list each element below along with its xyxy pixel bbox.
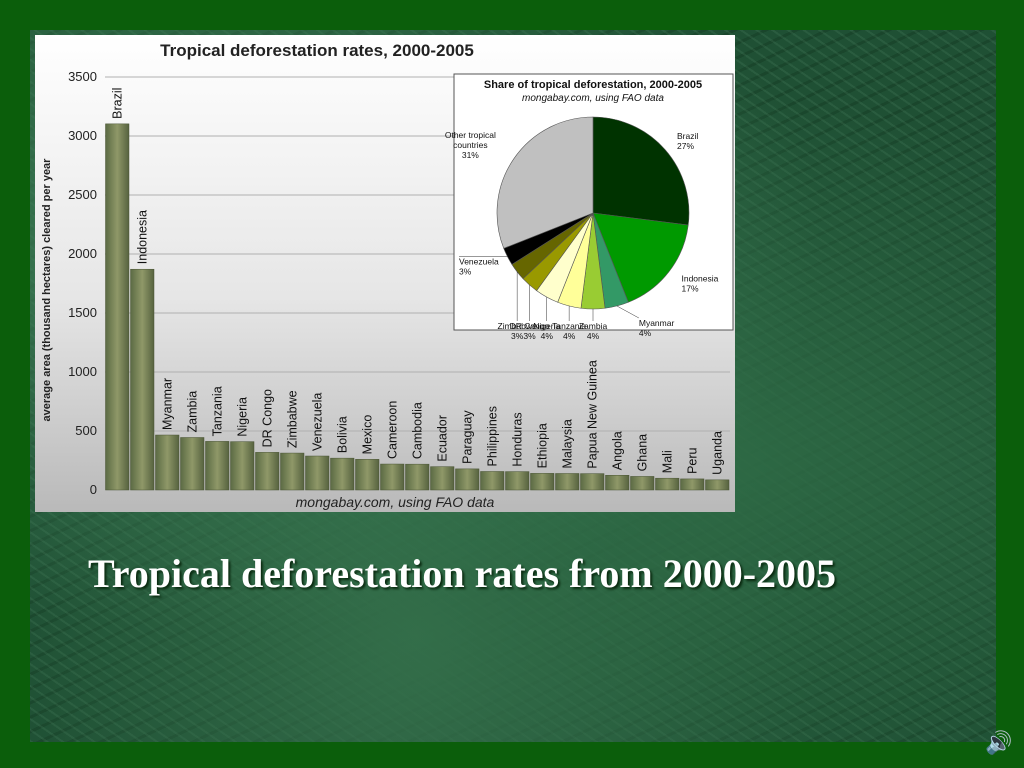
bar (480, 471, 505, 491)
pie-slice-value: 3% (523, 331, 536, 341)
bar (605, 475, 630, 491)
bar-label: Indonesia (136, 210, 150, 264)
pie-slice-label: Zambia (579, 321, 608, 331)
bar-chart-title: Tropical deforestation rates, 2000-2005 (160, 41, 474, 60)
bar-label: Honduras (511, 412, 525, 466)
y-tick-label: 500 (75, 423, 97, 438)
pie-slice-value: 4% (541, 331, 554, 341)
bar (230, 441, 255, 491)
bar-label: Brazil (111, 88, 125, 119)
bar (305, 455, 330, 491)
bar (205, 441, 230, 491)
bar-label: Cambodia (411, 402, 425, 459)
pie-slice-label: Nigeria (533, 321, 560, 331)
bar (705, 479, 730, 491)
pie-slice-value: 4% (563, 331, 576, 341)
pie-slice-label: Indonesia (681, 274, 718, 284)
pie-slice-value: 3% (459, 267, 472, 277)
pie-slice-label: Other tropical (445, 130, 496, 140)
pie-slice-value: 17% (681, 284, 698, 294)
bar (155, 434, 180, 491)
slide-caption: Tropical deforestation rates from 2000-2… (88, 551, 837, 596)
bar (130, 268, 155, 491)
bar-label: Paraguay (461, 410, 475, 464)
pie-slice (592, 116, 690, 226)
pie-slice-label: Tanzania (552, 321, 586, 331)
bar (330, 457, 355, 491)
bar (430, 466, 455, 491)
pie-slice-label: Venezuela (459, 257, 499, 267)
bar (455, 468, 480, 491)
pie-inset: Share of tropical deforestation, 2000-20… (445, 73, 734, 341)
pie-slice (592, 212, 689, 303)
bar-label: Peru (686, 447, 700, 473)
bar-label: Ecuador (436, 415, 450, 462)
y-tick-label: 3000 (68, 128, 97, 143)
pie-slice-value: 31% (462, 150, 479, 160)
bar (580, 473, 605, 491)
y-tick-label: 1500 (68, 305, 97, 320)
bar (380, 463, 405, 491)
bar (555, 473, 580, 491)
bar-label: Zambia (186, 391, 200, 433)
bar-chart-source: mongabay.com, using FAO data (296, 494, 495, 510)
bar-label: Ethiopia (536, 423, 550, 468)
bar-label: Ghana (636, 434, 650, 472)
bar-label: Tanzania (211, 386, 225, 436)
bar-label: DR Congo (261, 389, 275, 447)
pie-title: Share of tropical deforestation, 2000-20… (484, 79, 702, 91)
bar-label: Zimbabwe (286, 390, 300, 448)
bar (630, 476, 655, 491)
y-tick-label: 3500 (68, 69, 97, 84)
bar-label: Nigeria (236, 397, 250, 437)
pie-slice-value: 4% (587, 331, 600, 341)
pie-slice-label: Zimbabwe (498, 321, 537, 331)
pie-slice-labels: Brazil27%Indonesia17%Myanmar4%Zambia4%Ta… (445, 130, 719, 341)
pie-slice-label: Myanmar (639, 318, 675, 328)
bar-label: Myanmar (161, 378, 175, 430)
y-axis-ticks: 0 500 1000 1500 2000 2500 3000 3500 (68, 69, 97, 497)
pie-slice-label: countries (453, 140, 488, 150)
pie-slice-label: Brazil (677, 131, 698, 141)
bar (180, 437, 205, 491)
speaker-icon[interactable]: 🔊 (985, 730, 1013, 755)
y-tick-label: 0 (90, 482, 97, 497)
bar-label: Angola (611, 431, 625, 470)
bar (530, 473, 555, 491)
bar-label: Mexico (361, 415, 375, 455)
bar (655, 477, 680, 491)
bar-label: Uganda (711, 431, 725, 475)
pie-slices (496, 116, 690, 310)
pie-slice-value: 4% (639, 328, 652, 338)
y-tick-label: 2500 (68, 187, 97, 202)
bar-label: Malaysia (561, 419, 575, 468)
bar-label: Papua New Guinea (586, 360, 600, 468)
bar (105, 123, 130, 491)
bar-label: Philippines (486, 406, 500, 466)
pie-subtitle: mongabay.com, using FAO data (522, 93, 664, 104)
y-tick-label: 2000 (68, 246, 97, 261)
bar-label: Cameroon (386, 401, 400, 459)
pie-slice-value: 3% (511, 331, 524, 341)
bar (680, 478, 705, 491)
pie-leader-line (616, 305, 639, 319)
bar-label: Mali (661, 450, 675, 473)
bar (405, 463, 430, 491)
y-tick-label: 1000 (68, 364, 97, 379)
bar (355, 459, 380, 491)
bar (280, 452, 305, 491)
deforestation-chart: Tropical deforestation rates, 2000-2005 … (35, 35, 735, 512)
bar-label: Venezuela (311, 393, 325, 451)
bar-chart-ylabel: average area (thousand hectares) cleared… (41, 158, 53, 422)
pie-slice-label: DR Congo (510, 321, 550, 331)
pie-slice-value: 27% (677, 141, 694, 151)
bars (105, 123, 730, 491)
pie-slice (496, 116, 594, 249)
bar (255, 452, 280, 491)
bar-label: Bolivia (336, 416, 350, 453)
bar (505, 471, 530, 491)
